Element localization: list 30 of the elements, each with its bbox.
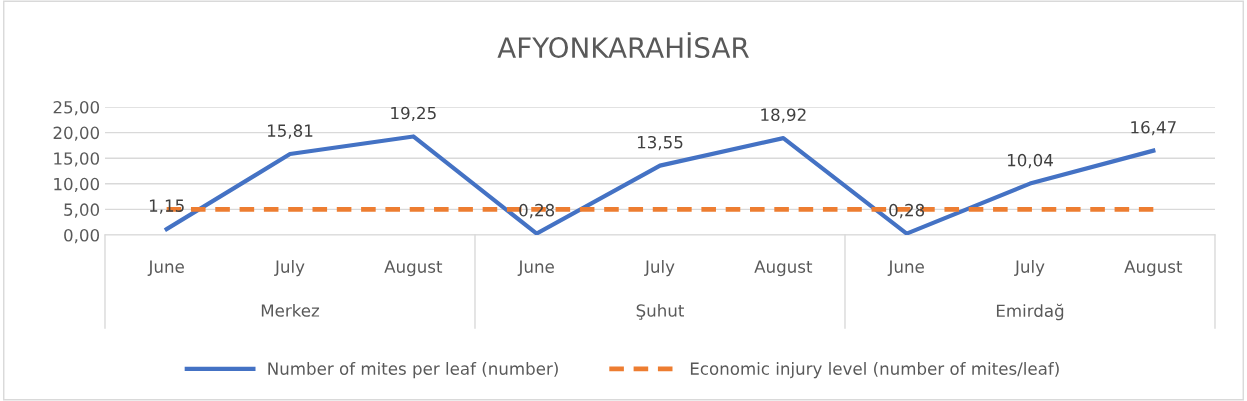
x-tick-label: June bbox=[517, 260, 554, 276]
data-label: 18,92 bbox=[761, 108, 806, 123]
y-tick-label: 10,00 bbox=[54, 177, 100, 193]
data-label: 15,81 bbox=[267, 124, 313, 139]
y-tick-label: 20,00 bbox=[53, 126, 100, 141]
data-label: 0,28 bbox=[519, 203, 555, 219]
y-tick-label: 15,00 bbox=[54, 152, 100, 167]
text: Emirdağ bbox=[996, 303, 1064, 321]
text: Merkez bbox=[261, 303, 320, 317]
legend-label: Economic injury level (number of mites/leaf) bbox=[690, 362, 1059, 379]
y-tick-label: 25,00 bbox=[53, 100, 100, 116]
x-tick-label: July bbox=[274, 260, 305, 277]
legend-label: Number of mites per leaf (number) bbox=[268, 362, 558, 379]
text: Şuhut bbox=[636, 303, 684, 320]
data-label: 0,28 bbox=[889, 203, 925, 219]
x-tick-label: August bbox=[384, 260, 443, 277]
data-label: 10,04 bbox=[1007, 153, 1053, 169]
x-tick-label: June bbox=[887, 260, 924, 276]
x-tick-label: August bbox=[1124, 260, 1183, 277]
data-label: 13,55 bbox=[637, 135, 683, 151]
y-tick-label: 0,00 bbox=[64, 228, 100, 244]
x-tick-label: July bbox=[644, 260, 675, 277]
data-label: 19,25 bbox=[391, 106, 436, 122]
data-label: 16,47 bbox=[1131, 120, 1176, 136]
x-tick-label: July bbox=[1014, 260, 1045, 277]
x-tick-label: June bbox=[147, 260, 184, 276]
chart-title: AFYONKARAHİSAR bbox=[497, 32, 749, 59]
x-tick-label: August bbox=[754, 260, 813, 277]
y-tick-label: 5,00 bbox=[64, 203, 100, 218]
data-label: 1,15 bbox=[149, 199, 184, 214]
